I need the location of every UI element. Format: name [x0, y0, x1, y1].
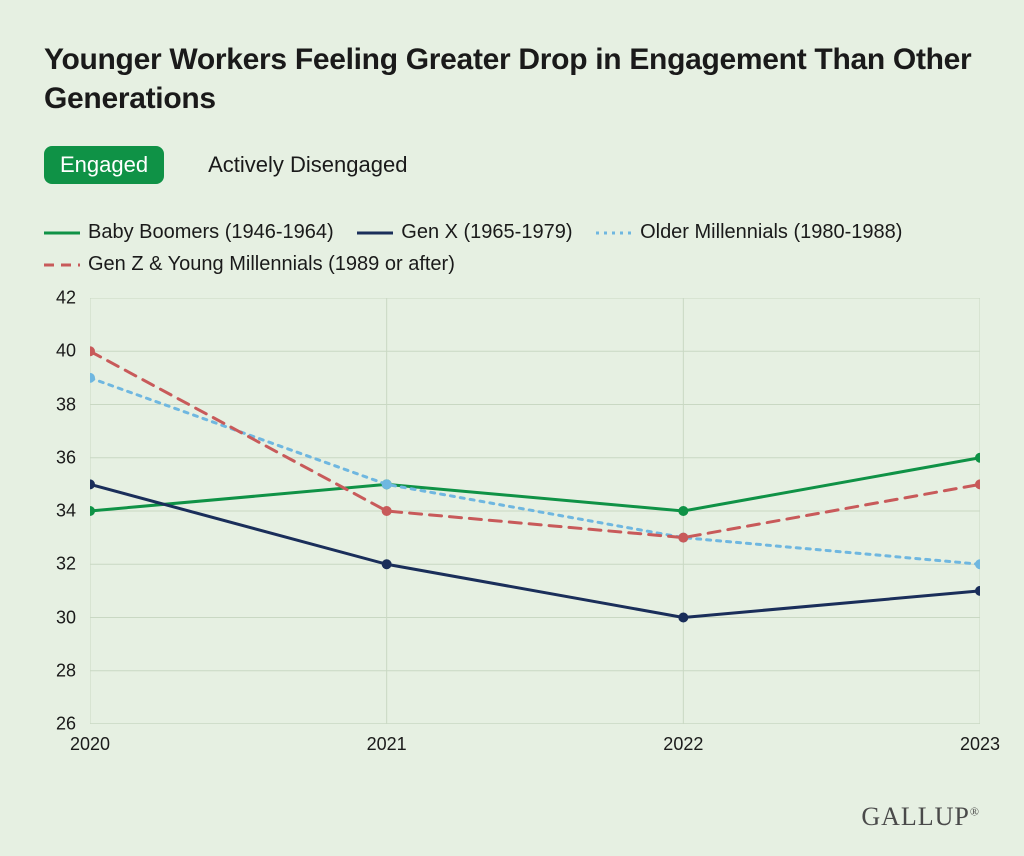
x-tick-label: 2020: [70, 734, 110, 755]
series-point-older_millennials: [90, 373, 95, 383]
x-axis-labels: 2020202120222023: [90, 730, 980, 758]
legend-label: Older Millennials (1980-1988): [640, 221, 902, 243]
y-tick-label: 40: [56, 341, 76, 362]
y-tick-label: 28: [56, 660, 76, 681]
legend-label: Gen Z & Young Millennials (1989 or after…: [88, 253, 455, 275]
attribution-text: GALLUP: [861, 802, 970, 831]
chart-area: 262830323436384042 2020202120222023: [44, 298, 980, 758]
y-tick-label: 26: [56, 714, 76, 735]
series-point-genx: [90, 479, 95, 489]
legend-item-older_millennials: Older Millennials (1980-1988): [596, 221, 902, 243]
x-tick-label: 2021: [367, 734, 407, 755]
series-point-older_millennials: [382, 479, 392, 489]
legend-item-boomers: Baby Boomers (1946-1964): [44, 221, 334, 243]
y-tick-label: 32: [56, 554, 76, 575]
y-tick-label: 36: [56, 447, 76, 468]
series-line-older_millennials: [90, 378, 980, 564]
series-point-genz: [382, 506, 392, 516]
y-tick-label: 30: [56, 607, 76, 628]
series-point-genz: [975, 479, 980, 489]
chart-title: Younger Workers Feeling Greater Drop in …: [44, 40, 980, 118]
series-point-genx: [975, 586, 980, 596]
series-point-older_millennials: [975, 559, 980, 569]
chart-container: Younger Workers Feeling Greater Drop in …: [0, 0, 1024, 856]
series-point-boomers: [975, 453, 980, 463]
plot-region: [90, 298, 980, 724]
chart-svg: [90, 298, 980, 724]
y-tick-label: 34: [56, 501, 76, 522]
legend-item-genz: Gen Z & Young Millennials (1989 or after…: [44, 253, 455, 275]
legend-label: Baby Boomers (1946-1964): [88, 221, 334, 243]
attribution: GALLUP®: [861, 802, 980, 832]
x-tick-label: 2022: [663, 734, 703, 755]
series-point-genz: [678, 533, 688, 543]
series-line-boomers: [90, 458, 980, 511]
y-axis-labels: 262830323436384042: [44, 298, 84, 758]
series-point-boomers: [678, 506, 688, 516]
chart-legend: Baby Boomers (1946-1964) Gen X (1965-197…: [44, 216, 964, 280]
series-line-genz: [90, 351, 980, 537]
legend-label: Gen X (1965-1979): [401, 221, 572, 243]
series-point-genx: [382, 559, 392, 569]
series-point-boomers: [90, 506, 95, 516]
tab-actively-disengaged[interactable]: Actively Disengaged: [192, 146, 423, 184]
tab-engaged[interactable]: Engaged: [44, 146, 164, 184]
legend-item-genx: Gen X (1965-1979): [357, 221, 572, 243]
x-tick-label: 2023: [960, 734, 1000, 755]
series-point-genx: [678, 613, 688, 623]
tab-bar: Engaged Actively Disengaged: [44, 146, 980, 184]
y-tick-label: 42: [56, 288, 76, 309]
y-tick-label: 38: [56, 394, 76, 415]
